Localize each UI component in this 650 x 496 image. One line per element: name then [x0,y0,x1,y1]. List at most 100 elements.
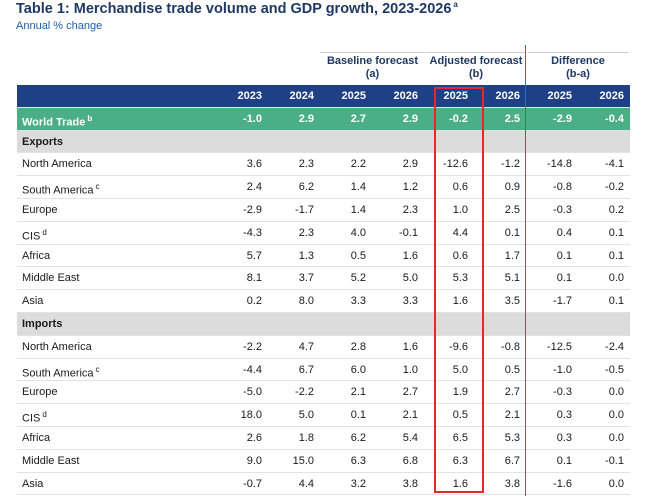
row-label: Asia [22,473,43,496]
cell: 1.8 [298,432,314,444]
cell: 6.7 [298,363,314,376]
cell: 3.3 [350,295,366,308]
cell: -0.8 [553,181,572,194]
row-label: Middle East [22,450,79,473]
row-label: North America [22,153,92,176]
group-name: Difference [551,55,605,67]
cell: -14.8 [546,158,572,171]
cell: 15.0 [292,454,314,467]
cell: 9.0 [246,454,262,467]
cell: 5.2 [350,272,366,285]
cell: 0.6 [452,249,468,262]
cell: 5.0 [298,409,314,422]
label-text: Africa [22,432,51,444]
cell: 1.9 [452,386,468,399]
data-row: South America c 2.4 6.2 1.4 1.2 0.6 0.9 -0.8 -0.2 [17,176,630,199]
group-header: Difference (b-a) [528,52,628,81]
cell: 1.6 [402,249,418,262]
section-name: Exports [22,135,63,148]
label-text: Europe [22,386,58,399]
cell: 0.1 [608,295,624,308]
cell: 0.3 [556,409,572,422]
cell: -0.2 [605,181,624,194]
cell: 4.7 [298,340,314,353]
row-label: World Trade b [22,108,92,134]
cell: 1.4 [350,204,366,216]
cell: 2.2 [350,158,366,171]
cell: 2.1 [504,409,520,422]
cell: 0.1 [350,409,366,422]
data-row: CIS d -4.3 2.3 4.0 -0.1 4.4 0.1 0.4 0.1 [17,222,630,245]
cell: 6.7 [504,454,520,467]
cell: -0.3 [553,204,572,216]
cell: 3.8 [402,477,418,490]
column-header: 2026 [393,90,418,102]
column-header: 2025 [443,90,468,102]
cell: 3.3 [402,295,418,308]
footnote-mark: c [95,182,100,192]
cell: 0.4 [556,226,572,239]
cell: 2.4 [246,181,262,194]
cell: 2.9 [298,112,314,125]
cell: -1.7 [295,204,314,216]
footnote-mark: d [42,410,47,420]
data-row: South America c -4.4 6.7 6.0 1.0 5.0 0.5 -1.0 -0.… [17,359,630,382]
row-label: Asia [22,290,43,313]
cell: 0.2 [608,204,624,216]
cell: 6.2 [350,432,366,444]
cell: 2.7 [350,112,366,125]
cell: -0.8 [501,340,520,353]
cell: 4.0 [350,226,366,239]
cell: 4.4 [452,226,468,239]
cell: 5.7 [246,249,262,262]
cell: 0.1 [556,249,572,262]
column-header: 2025 [341,90,366,102]
cell: 5.3 [452,272,468,285]
section-row: Exports [17,130,630,154]
cell: 0.1 [504,226,520,239]
cell: 2.1 [350,386,366,399]
row-label: Europe [22,381,57,404]
cell: 0.0 [608,432,624,444]
cell: 8.0 [298,295,314,308]
cell: 0.1 [608,249,624,262]
section-row: Imports [17,313,630,336]
label-text: North America [22,158,92,171]
cell: 1.2 [402,181,418,194]
data-row: Africa 5.7 1.3 0.5 1.6 0.6 1.7 0.1 0.1 [17,245,630,268]
data-row: Asia -0.7 4.4 3.2 3.8 1.6 3.8 -1.6 0.0 [17,473,630,496]
cell: -2.4 [605,340,624,353]
cell: 2.7 [504,386,520,399]
label-text: World Trade [22,116,86,129]
cell: 2.1 [402,409,418,422]
cell: -0.7 [243,477,262,490]
data-row: North America 3.6 2.3 2.2 2.9 -12.6 -1.2 -14.8 -… [17,153,630,177]
label-text: Middle East [22,454,80,467]
data-row: Middle East 8.1 3.7 5.2 5.0 5.3 5.1 0.1 0.0 [17,267,630,291]
row-label: Europe [22,199,57,222]
cell: 6.3 [452,454,468,467]
row-label: Middle East [22,267,79,290]
cell: 0.3 [556,432,572,444]
cell: 0.2 [246,295,262,308]
cell: 8.1 [246,272,262,285]
cell: 2.3 [298,158,314,171]
cell: -9.6 [449,340,468,353]
group-name: Baseline forecast [326,55,419,67]
cell: 0.5 [504,363,520,376]
cell: 2.5 [504,204,520,216]
cell: -1.6 [553,477,572,490]
label-text: Africa [22,249,51,262]
cell: 2.5 [504,112,520,125]
group-header: Baseline forecast (a) [320,52,425,81]
cell: 1.6 [452,477,468,490]
cell: 3.6 [246,158,262,171]
footnote-mark: c [95,364,100,374]
footnote-mark: d [42,227,47,237]
table-title: Table 1: Merchandise trade volume and GD… [16,0,458,17]
label-text: Asia [22,295,44,308]
cell: 2.3 [298,226,314,239]
cell: 6.5 [452,432,468,444]
cell: 6.3 [350,454,366,467]
label-text: CIS [22,412,41,425]
